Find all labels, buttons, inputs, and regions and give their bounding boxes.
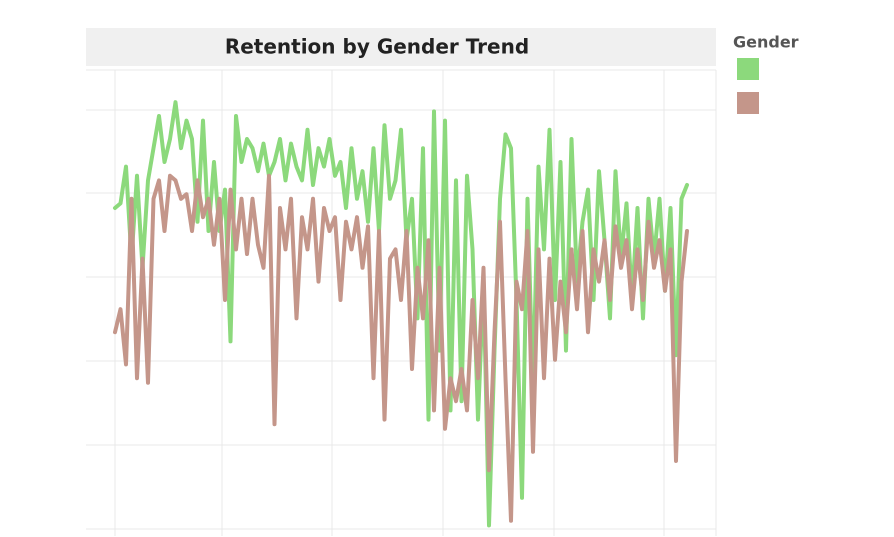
legend-swatch — [737, 58, 759, 80]
series-line — [113, 100, 689, 528]
legend-swatch — [737, 92, 759, 114]
title-band — [86, 28, 716, 66]
series-line — [113, 173, 689, 523]
plot-frame — [86, 69, 717, 536]
chart-title: Retention by Gender Trend — [225, 35, 529, 59]
legend-title: Gender — [733, 33, 799, 52]
